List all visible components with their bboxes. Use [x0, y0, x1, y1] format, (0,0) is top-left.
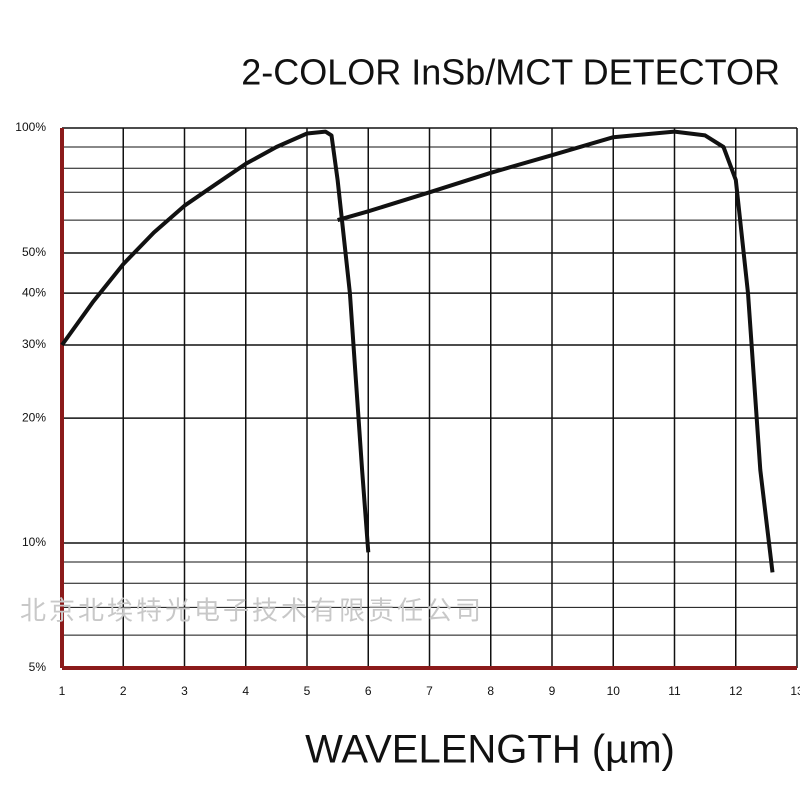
x-tick-label: 8	[487, 684, 494, 698]
y-tick-label: 30%	[22, 337, 46, 351]
y-tick-label: 40%	[22, 285, 46, 299]
x-tick-label: 5	[304, 684, 311, 698]
watermark: 北京北埃特光电子技术有限责任公司	[20, 597, 484, 627]
y-tick-label: 10%	[22, 535, 46, 549]
x-tick-label: 3	[181, 684, 188, 698]
x-tick-label: 2	[120, 684, 127, 698]
x-tick-label: 10	[607, 684, 621, 698]
x-tick-label: 11	[668, 684, 681, 698]
x-tick-label: 13	[790, 684, 800, 698]
x-tick-label: 12	[729, 684, 743, 698]
x-tick-label: 9	[549, 684, 556, 698]
x-axis-label: WAVELENGTH (µm)	[305, 728, 675, 772]
x-tick-label: 4	[242, 684, 249, 698]
chart-title: 2-COLOR InSb/MCT DETECTOR	[241, 52, 780, 93]
curve	[60, 129, 371, 553]
y-tick-label: 50%	[22, 245, 46, 259]
x-tick-label: 7	[426, 684, 433, 698]
x-tick-label: 1	[59, 684, 66, 698]
y-tick-label: 20%	[22, 410, 46, 424]
x-tick-label: 6	[365, 684, 372, 698]
y-tick-label: 100%	[15, 120, 46, 134]
y-tick-label: 5%	[29, 660, 47, 674]
curve	[337, 129, 775, 573]
